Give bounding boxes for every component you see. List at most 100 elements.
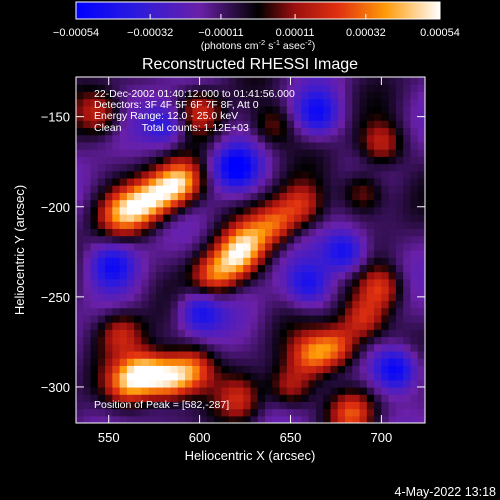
heatmap-cell (90, 278, 99, 287)
heatmap-cell (315, 185, 324, 193)
heatmap-cell (199, 394, 208, 402)
heatmap-cell (199, 379, 208, 388)
heatmap-cell (352, 235, 361, 244)
heatmap-cell (308, 163, 317, 172)
heatmap-cell (265, 213, 273, 222)
colorbar-tick-label: −0.00032 (127, 27, 173, 39)
heatmap-cell (279, 365, 288, 374)
heatmap-cell (199, 170, 208, 179)
heatmap-cell (192, 307, 201, 316)
heatmap-cell (345, 113, 353, 121)
heatmap-cell (170, 134, 179, 143)
heatmap-cell (265, 228, 273, 237)
heatmap-cell (199, 77, 208, 85)
heatmap-cell (163, 300, 172, 309)
heatmap-cell (235, 105, 244, 114)
heatmap-cell (366, 127, 375, 136)
heatmap-cell (90, 386, 99, 395)
heatmap-cell (192, 199, 201, 208)
heatmap-cell (155, 120, 164, 129)
heatmap-cell (243, 350, 252, 359)
heatmap-cell (148, 300, 157, 309)
heatmap-cell (330, 185, 339, 193)
heatmap-cell (112, 250, 121, 258)
heatmap-cell (265, 221, 273, 229)
heatmap-cell (192, 386, 201, 395)
heatmap-cell (155, 307, 164, 316)
annotation-peak-position: Position of Peak = [582,-287] (94, 399, 229, 411)
heatmap-cell (337, 336, 346, 345)
heatmap-cell (185, 192, 193, 201)
heatmap-cell (119, 307, 128, 316)
heatmap-cell (170, 257, 179, 266)
heatmap-cell (141, 105, 150, 114)
heatmap-cell (323, 98, 332, 107)
heatmap-cell (235, 365, 244, 374)
heatmap-cell (374, 343, 382, 352)
heatmap-cell (192, 264, 201, 273)
heatmap-cell (214, 221, 223, 229)
heatmap-cell (330, 314, 339, 323)
heatmap-cell (315, 141, 324, 150)
heatmap-cell (294, 206, 302, 215)
heatmap-cell (308, 91, 317, 100)
heatmap-cell (235, 98, 244, 107)
heatmap-cell (177, 228, 186, 237)
heatmap-cell (155, 235, 164, 244)
heatmap-cell (294, 278, 302, 287)
heatmap-cell (105, 314, 113, 323)
heatmap-cell (315, 221, 324, 229)
heatmap-cell (381, 336, 390, 345)
heatmap-cell (134, 293, 143, 302)
heatmap-cell (352, 105, 361, 114)
heatmap-cell (214, 84, 223, 93)
heatmap-cell (374, 213, 382, 222)
heatmap-cell (192, 293, 201, 302)
heatmap-cell (403, 379, 412, 388)
heatmap-cell (345, 242, 353, 251)
heatmap-cell (301, 213, 310, 222)
heatmap-cell (163, 264, 172, 273)
heatmap-cell (97, 156, 106, 165)
heatmap-cell (352, 221, 361, 229)
heatmap-cell (337, 141, 346, 150)
heatmap-cell (279, 336, 288, 345)
heatmap-cell (279, 271, 288, 280)
heatmap-cell (286, 199, 295, 208)
heatmap-cell (214, 235, 223, 244)
heatmap-cell (381, 379, 390, 388)
heatmap-cell (403, 278, 412, 287)
heatmap-cell (235, 257, 244, 266)
heatmap-cell (177, 322, 186, 330)
heatmap-cell (410, 264, 419, 273)
heatmap-cell (301, 250, 310, 258)
heatmap-cell (272, 141, 281, 150)
heatmap-cell (308, 127, 317, 136)
heatmap-cell (403, 242, 412, 251)
heatmap-cell (235, 314, 244, 323)
heatmap-cell (345, 300, 353, 309)
heatmap-cell (272, 91, 281, 100)
heatmap-cell (308, 177, 317, 186)
heatmap-cell (381, 343, 390, 352)
heatmap-cell (112, 278, 121, 287)
heatmap-cell (395, 134, 404, 143)
heatmap-cell (76, 358, 84, 366)
heatmap-cell (417, 278, 425, 287)
heatmap-cell (192, 228, 201, 237)
heatmap-cell (366, 386, 375, 395)
heatmap-cell (301, 307, 310, 316)
heatmap-cell (388, 329, 397, 338)
heatmap-cell (105, 372, 113, 381)
heatmap-cell (366, 192, 375, 201)
heatmap-cell (134, 271, 143, 280)
heatmap-cell (294, 149, 302, 157)
heatmap-cell (97, 401, 106, 410)
heatmap-cell (221, 228, 230, 237)
heatmap-cell (214, 206, 223, 215)
colorbar-tick-label: 0.00054 (420, 27, 460, 39)
heatmap-cell (417, 141, 425, 150)
heatmap-cell (221, 177, 230, 186)
heatmap-cell (214, 120, 223, 129)
